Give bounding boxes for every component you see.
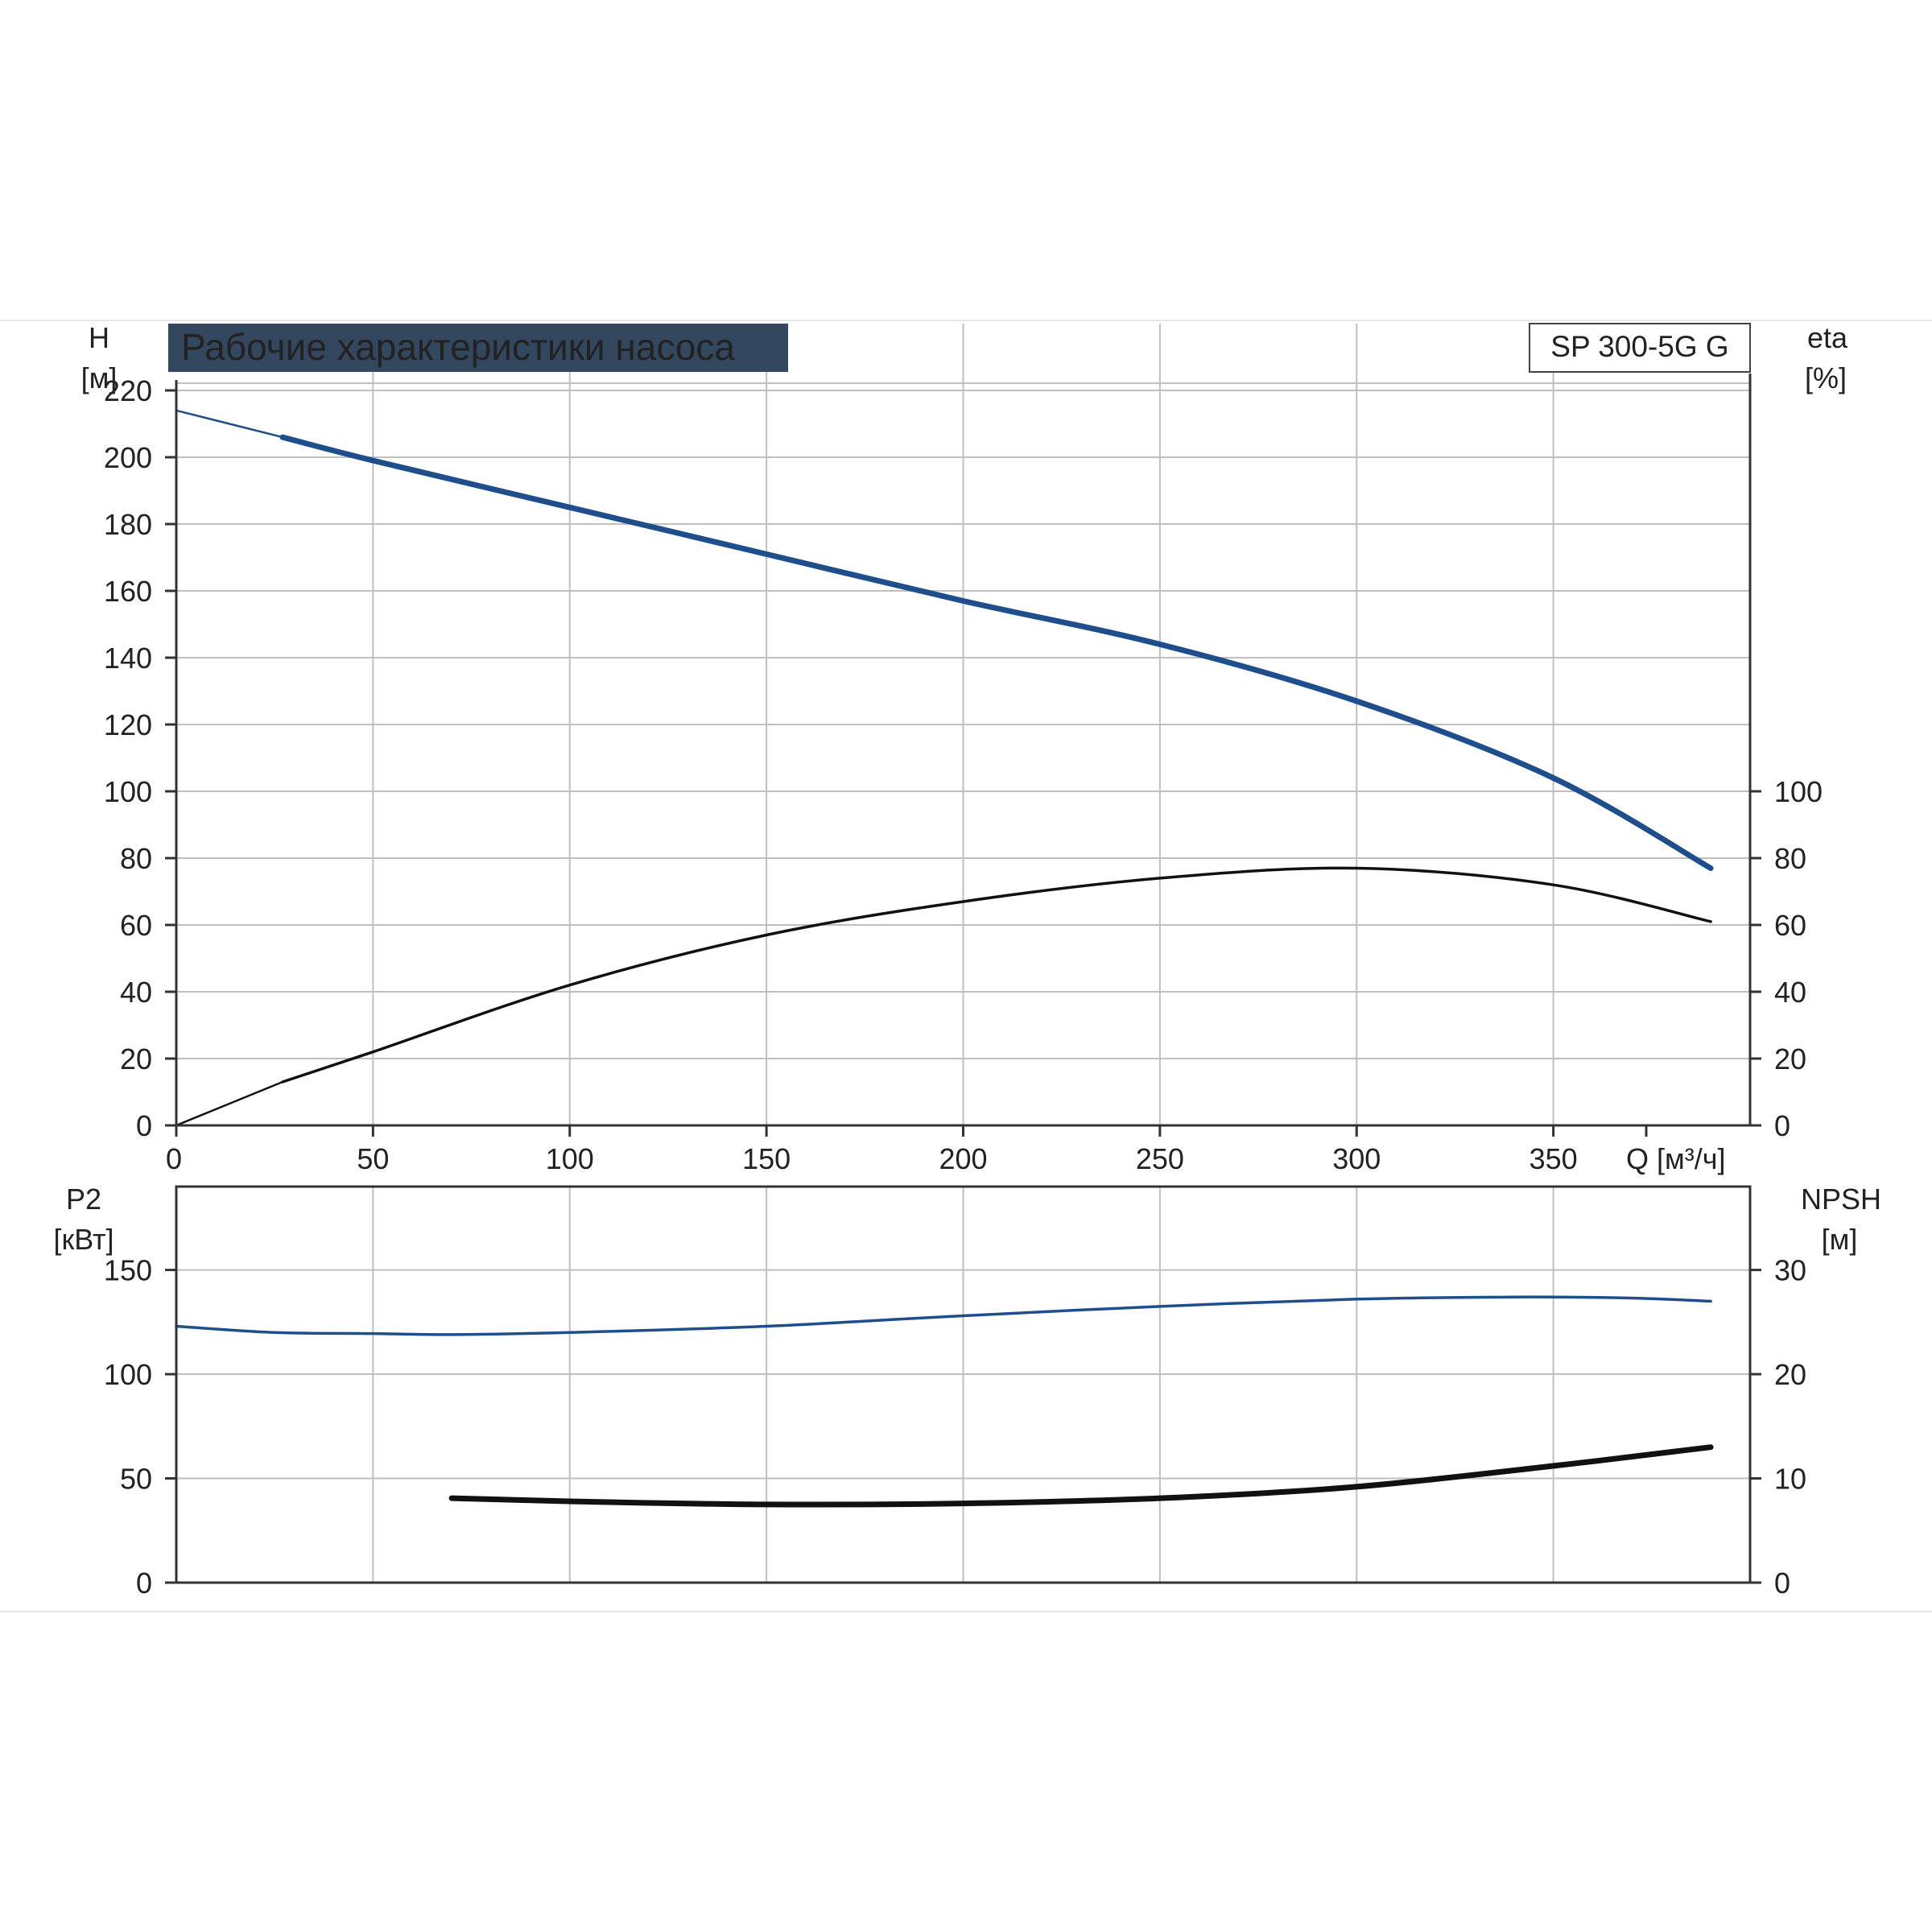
- h-tick-label: 0: [136, 1109, 152, 1142]
- npsh-axis-label: NPSH: [1801, 1183, 1881, 1216]
- panel2-curves: [175, 1295, 1714, 1508]
- q-tick-label: 150: [742, 1142, 791, 1175]
- power-npsh-panel: 0 50 100 150 0 10 20 30 P2 [кВт] NPSH [м]: [53, 1183, 1881, 1600]
- q-tick-label: 200: [939, 1142, 987, 1175]
- head-curve-extension: [175, 409, 283, 439]
- h-tick-label: 220: [104, 374, 152, 407]
- eta-tick-label: 100: [1774, 775, 1823, 808]
- eta-tick-label: 60: [1774, 909, 1806, 942]
- npsh-curve: [448, 1444, 1714, 1508]
- panel2-frame: [175, 1185, 1752, 1584]
- h-tick-label: 200: [104, 441, 152, 474]
- eta-tick-label: 20: [1774, 1042, 1806, 1075]
- panel1-grid: [176, 324, 1750, 1125]
- h-tick-label: 40: [120, 976, 152, 1009]
- chart-title: Рабочие характеристики насоса: [181, 326, 735, 368]
- q-tick-label: 350: [1530, 1142, 1578, 1175]
- eta-tick-label: 0: [1774, 1109, 1790, 1142]
- h-axis-label: H: [89, 321, 109, 354]
- p2-tick-label: 50: [120, 1463, 152, 1496]
- q-axis-label: Q [м³/ч]: [1626, 1142, 1726, 1175]
- head-curve: [279, 434, 1714, 871]
- p2-axis-label: P2: [66, 1183, 101, 1216]
- model-label: SP 300-5G G: [1550, 330, 1728, 363]
- q-tick-label: 300: [1332, 1142, 1381, 1175]
- h-tick-label: 20: [120, 1042, 152, 1075]
- npsh-tick-label: 0: [1774, 1567, 1790, 1600]
- h-tick-label: 120: [104, 708, 152, 741]
- efficiency-curve: [281, 866, 1712, 1084]
- p2-tick-label: 0: [136, 1567, 152, 1600]
- npsh-tick-label: 20: [1774, 1358, 1806, 1391]
- title-bar: [168, 324, 788, 372]
- q-tick-label: 50: [357, 1142, 389, 1175]
- h-axis-unit: [м]: [81, 361, 118, 394]
- h-tick-label: 140: [104, 642, 152, 675]
- panel1-curves: [175, 409, 1714, 1127]
- q-tick-label: 250: [1136, 1142, 1184, 1175]
- h-tick-label: 100: [104, 775, 152, 808]
- model-box: [1529, 323, 1751, 373]
- eta-axis-unit: [%]: [1805, 361, 1847, 394]
- npsh-axis-unit: [м]: [1822, 1223, 1858, 1256]
- p2-tick-label: 100: [104, 1358, 152, 1391]
- head-efficiency-panel: 0 20 40 60 80 100 120 140 160 180 200 220 0 20 40 60 80 1…: [81, 321, 1848, 1175]
- h-tick-label: 160: [104, 575, 152, 608]
- panel2-grid: [176, 1187, 1750, 1583]
- p2-tick-label: 150: [104, 1254, 152, 1287]
- eta-tick-label: 40: [1774, 976, 1806, 1009]
- power-curve: [175, 1295, 1712, 1336]
- panel1-tick-labels: 0 20 40 60 80 100 120 140 160 180 200 220 0 20 40 60 80 1…: [104, 374, 1823, 1175]
- npsh-tick-label: 30: [1774, 1254, 1806, 1287]
- eta-axis-label: eta: [1807, 321, 1848, 354]
- h-tick-label: 60: [120, 909, 152, 942]
- npsh-tick-label: 10: [1774, 1463, 1806, 1496]
- efficiency-curve-extension: [175, 1080, 283, 1127]
- panel2-axes: [175, 1185, 1752, 1584]
- p2-axis-unit: [кВт]: [53, 1223, 114, 1256]
- h-tick-label: 180: [104, 508, 152, 541]
- q-tick-label: 0: [166, 1142, 182, 1175]
- h-tick-label: 80: [120, 842, 152, 875]
- eta-tick-label: 80: [1774, 842, 1806, 875]
- panel2-tick-labels: 0 50 100 150 0 10 20 30: [104, 1254, 1806, 1600]
- q-tick-label: 100: [546, 1142, 594, 1175]
